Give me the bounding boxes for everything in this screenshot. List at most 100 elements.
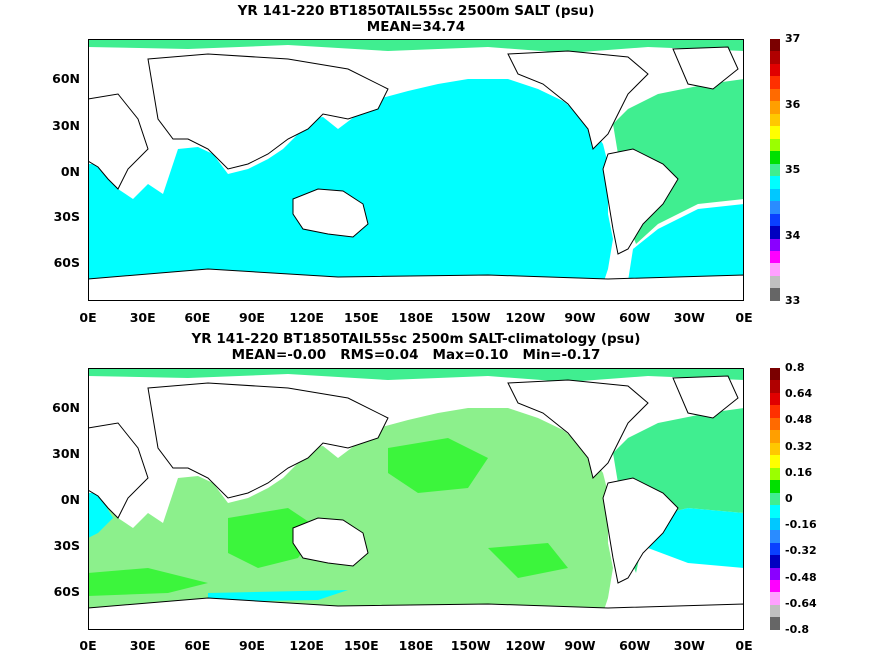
colorbar-swatch <box>770 138 780 152</box>
panel2-title-line1: YR 141-220 BT1850TAIL55sc 2500m SALT-cli… <box>191 331 641 347</box>
colorbar-swatch <box>770 275 780 289</box>
colorbar-swatch <box>770 101 780 114</box>
lon-label: 90E <box>239 638 265 653</box>
lon-label: 180E <box>398 638 434 653</box>
colorbar-swatch <box>770 492 780 506</box>
lon-label: 90E <box>239 310 265 325</box>
north-america <box>507 50 649 150</box>
colorbar-label: -0.48 <box>785 570 817 584</box>
colorbar-label: -0.16 <box>785 518 817 532</box>
panel2-map <box>88 368 744 630</box>
colorbar-swatch <box>770 442 780 456</box>
australia <box>292 517 369 567</box>
panel2-title-line2: MEAN=-0.00 RMS=0.04 Max=0.10 Min=-0.17 <box>231 347 601 363</box>
south-atlantic-cyan <box>648 508 744 568</box>
lon-label: 150W <box>450 638 491 653</box>
lon-label: 60E <box>184 310 211 325</box>
colorbar-swatch <box>770 250 780 264</box>
lon-label: 30E <box>129 638 156 653</box>
antarctica <box>88 597 744 630</box>
panel1-colorbar <box>770 39 780 301</box>
lon-label: 0E <box>79 638 97 653</box>
north-america <box>507 379 649 479</box>
australia <box>292 188 369 238</box>
south-america <box>602 148 679 255</box>
africa <box>88 422 149 519</box>
colorbar-swatch <box>770 505 780 518</box>
colorbar-swatch <box>770 530 780 543</box>
colorbar-label: 0.8 <box>785 361 805 374</box>
colorbar-swatch <box>770 555 780 568</box>
colorbar-swatch <box>770 76 780 89</box>
colorbar-swatch <box>770 455 780 468</box>
lon-label: 0E <box>79 310 97 325</box>
colorbar-label: -0.8 <box>785 623 810 636</box>
panel1-map-svg <box>88 39 744 301</box>
indian-cyan <box>88 493 348 602</box>
colorbar-swatch <box>770 51 780 64</box>
greenland <box>672 375 739 419</box>
lon-label: 90W <box>564 310 596 325</box>
colorbar-swatch <box>770 592 780 605</box>
lat-label: 30S <box>53 538 80 553</box>
colorbar-swatch <box>770 480 780 493</box>
colorbar-swatch <box>770 405 780 418</box>
south-atlantic <box>628 204 744 281</box>
colorbar-swatch <box>770 126 780 139</box>
colorbar-swatch <box>770 567 780 580</box>
colorbar-swatch <box>770 238 780 251</box>
lon-label: 30W <box>673 310 705 325</box>
colorbar-label: 33 <box>785 294 801 307</box>
lat-label: 60S <box>53 584 80 599</box>
ocean-anomaly-light <box>88 408 744 630</box>
lon-label: 30W <box>673 638 705 653</box>
north-atlantic-anomaly <box>613 408 744 573</box>
lat-label: 0N <box>60 492 80 507</box>
map-frame <box>88 368 744 630</box>
lon-label: 150E <box>344 310 379 325</box>
colorbar-swatch <box>770 176 780 189</box>
colorbar-swatch <box>770 380 780 393</box>
colorbar-swatch <box>770 417 780 431</box>
asia <box>147 382 389 499</box>
colorbar-swatch <box>770 579 780 593</box>
colorbar-swatch <box>770 263 780 276</box>
colorbar-swatch <box>770 617 780 630</box>
panel1-title-line2: MEAN=34.74 <box>366 19 466 35</box>
lon-label: 150W <box>450 310 491 325</box>
colorbar-label: 37 <box>785 32 801 45</box>
indian-pacific-ocean <box>88 79 744 301</box>
africa <box>88 93 149 190</box>
lon-label: 60E <box>184 638 211 653</box>
colorbar-swatch <box>770 392 780 406</box>
arctic-ocean <box>88 368 744 382</box>
colorbar-label: 34 <box>785 228 801 242</box>
colorbar-label: 0.16 <box>785 465 813 479</box>
colorbar-swatch <box>770 467 780 481</box>
colorbar-label: 0.32 <box>785 439 813 453</box>
lon-label: 120E <box>289 638 324 653</box>
colorbar-swatch <box>770 542 780 556</box>
lon-label: 30E <box>129 310 156 325</box>
asia <box>147 53 389 170</box>
colorbar-swatch <box>770 213 780 227</box>
colorbar-swatch <box>770 604 780 618</box>
colorbar-swatch <box>770 226 780 239</box>
lat-label: 30S <box>53 209 80 224</box>
lon-label: 120W <box>505 638 546 653</box>
south-america <box>602 477 679 584</box>
lat-label: 60N <box>52 71 80 86</box>
arctic-ocean <box>88 39 744 53</box>
colorbar-swatch <box>770 517 780 531</box>
colorbar-label: 0 <box>785 492 793 505</box>
panel2-colorbar <box>770 368 780 630</box>
lon-label: 0E <box>735 310 753 325</box>
colorbar-label: -0.32 <box>785 544 817 558</box>
panel2-map-svg <box>88 368 744 630</box>
lat-label: 30N <box>52 446 80 461</box>
lon-label: 0E <box>735 638 753 653</box>
colorbar-swatch <box>770 430 780 443</box>
lon-label: 120E <box>289 310 324 325</box>
lon-label: 150E <box>344 638 379 653</box>
lon-label: 60W <box>619 310 651 325</box>
